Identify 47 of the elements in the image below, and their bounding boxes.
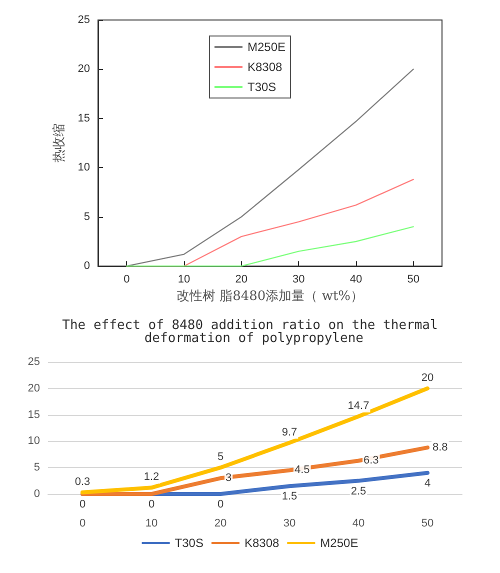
- y-tick-label: 0: [84, 260, 90, 272]
- data-label: 4.5: [294, 464, 310, 476]
- data-label: 20: [421, 372, 434, 384]
- x-axis-title: 改性树 脂8480添加量（ wt%）: [176, 289, 364, 304]
- x-tick-label: 30: [283, 518, 296, 530]
- data-label: 0: [217, 498, 224, 510]
- data-label: 0: [148, 498, 155, 510]
- x-tick-label: 20: [235, 274, 248, 286]
- x-tick-label: 0: [124, 274, 130, 286]
- y-tick-label: 25: [78, 14, 90, 26]
- data-label: 2.5: [350, 485, 366, 498]
- legend-label: T30S: [174, 536, 204, 550]
- data-label: 6.3: [364, 454, 379, 467]
- x-tick-label: 20: [214, 518, 227, 530]
- data-label: 4: [424, 477, 431, 490]
- data-label: 14.7: [348, 400, 370, 412]
- y-tick-label: 0: [34, 488, 40, 500]
- data-label: 5: [217, 451, 224, 464]
- legend-label: M250E: [320, 536, 358, 550]
- data-label: 0.3: [74, 476, 90, 488]
- y-tick-label: 20: [28, 382, 40, 394]
- y-tick-label: 10: [28, 435, 40, 448]
- chart-title: The effect of 8480 addition ratio on the thermal deformation of polypropylene: [62, 318, 438, 346]
- line-series: [126, 226, 414, 267]
- y-tick-label: 5: [84, 210, 90, 223]
- y-axis-title: 热收缩: [52, 124, 67, 163]
- y-tick-label: 20: [78, 63, 90, 76]
- legend-label: M250E: [247, 40, 286, 54]
- data-label: 1.5: [282, 490, 298, 503]
- y-tick-label: 25: [28, 356, 40, 368]
- y-tick-label: 5: [34, 462, 40, 474]
- legend-label: T30S: [247, 80, 276, 94]
- data-label: 8.8: [432, 442, 448, 454]
- data-label: 1.2: [144, 471, 160, 484]
- x-tick-label: 10: [145, 518, 158, 530]
- x-tick-label: 30: [292, 274, 305, 286]
- x-tick-label: 40: [352, 518, 365, 530]
- legend-label: K8308: [247, 60, 283, 74]
- x-tick-label: 50: [407, 274, 420, 286]
- x-tick-label: 40: [350, 274, 362, 286]
- y-tick-label: 15: [28, 408, 40, 421]
- x-tick-label: 50: [421, 518, 434, 530]
- legend-label: K8308: [244, 536, 280, 550]
- y-tick-label: 15: [78, 112, 90, 124]
- y-tick-label: 10: [78, 162, 90, 174]
- x-tick-label: 10: [178, 274, 190, 286]
- data-label: 9.7: [282, 426, 298, 438]
